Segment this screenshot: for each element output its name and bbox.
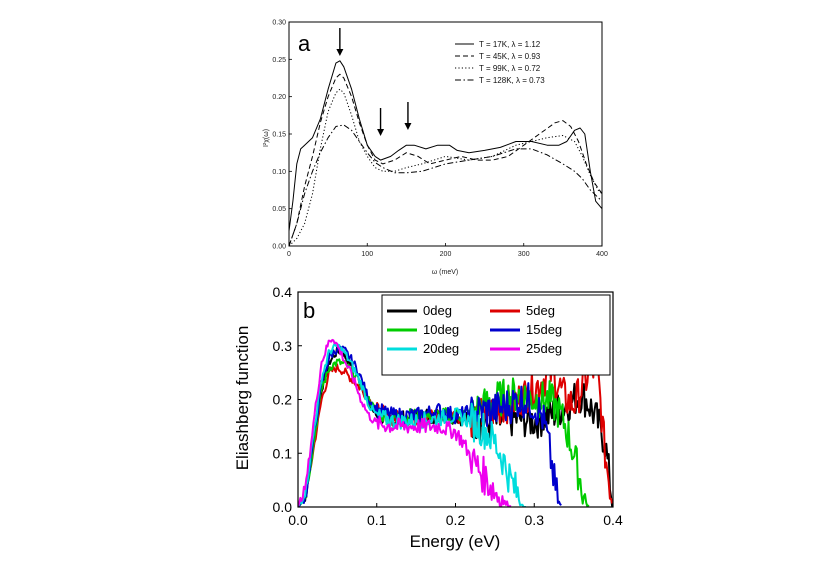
panel-a-series-4-line	[288, 124, 603, 247]
panel-a-arrow-3	[404, 102, 412, 130]
panel-a-arrow-1	[336, 28, 344, 56]
panel-a-y-tick-label: 0.00	[272, 244, 286, 251]
panel-b-series-20deg-line	[298, 342, 526, 507]
panel-a-legend-label: T = 45K, λ = 0.93	[479, 52, 541, 61]
panel-b-y-tick-label: 0.1	[273, 445, 293, 461]
panel-b-y-tick-label: 0.2	[273, 392, 293, 408]
panel-a-series-1-line	[288, 60, 603, 232]
panel-a-series-3-line	[288, 88, 603, 247]
panel-a-y-tick-label: 0.10	[272, 169, 286, 176]
panel-b-series-group	[298, 338, 613, 507]
panel-b-series	[298, 338, 613, 507]
panel-a-legend: T = 17K, λ = 1.12 T = 45K, λ = 0.93 T = 99…	[455, 40, 545, 85]
panel-b-legend: 0deg 5deg 10deg 15deg 20deg 25deg	[381, 294, 611, 376]
panel-b-legend-label: 10deg	[423, 322, 459, 337]
panel-a-legend-label: T = 128K, λ = 0.73	[479, 76, 545, 85]
panel-b-y-tick-label: 0.0	[273, 499, 293, 515]
panel-b-y-tick-label: 0.3	[273, 338, 293, 354]
panel-b-label: b	[303, 298, 315, 323]
panel-a-arrow-2	[377, 108, 385, 136]
panel-b-y-tick-label: 0.4	[273, 284, 293, 300]
panel-b-legend-label: 5deg	[526, 303, 555, 318]
panel-a-y-tick-label: 0.20	[272, 94, 286, 101]
panel-b-legend-label: 20deg	[423, 341, 459, 356]
panel-a-ticks: 0 100 200 300 400 0.00 0.05 0.10 0.15 0.20 0.25 0.3…	[272, 20, 608, 259]
panel-a-x-tick-label: 100	[361, 251, 373, 258]
panel-b-x-tick-label: 0.4	[603, 512, 623, 528]
panel-a-x-tick-label: 200	[440, 251, 452, 258]
panel-a-y-tick-label: 0.05	[272, 206, 286, 213]
panel-a-y-axis-label: I²χ(ω)	[263, 129, 270, 147]
panel-a-series	[288, 60, 603, 247]
panel-b: 0.0 0.1 0.2 0.3 0.4 0.0 0.1 0.2 0.3 0.4 b Energy …	[233, 284, 623, 551]
panel-a: 0 100 200 300 400 0.00 0.05 0.10 0.15 0.20 0.25 0.3…	[263, 20, 608, 277]
panel-b-legend-label: 25deg	[526, 341, 562, 356]
panel-b-x-axis-label: Energy (eV)	[410, 532, 501, 551]
panel-b-legend-label: 15deg	[526, 322, 562, 337]
panel-a-y-tick-label: 0.25	[272, 57, 286, 64]
panel-a-y-tick-label: 0.15	[272, 132, 286, 139]
panel-b-x-tick-label: 0.3	[525, 512, 545, 528]
panel-a-arrows	[336, 28, 412, 136]
panel-a-x-tick-label: 300	[518, 251, 530, 258]
panel-a-x-axis-label: ω (meV)	[432, 269, 458, 276]
panel-b-x-tick-label: 0.0	[288, 512, 308, 528]
panel-b-series-25deg-line	[298, 338, 512, 507]
panel-a-y-tick-label: 0.30	[272, 20, 286, 27]
panel-b-x-tick-label: 0.1	[367, 512, 387, 528]
panel-b-legend-box	[381, 294, 611, 376]
panel-a-x-tick-label: 400	[596, 251, 608, 258]
panel-b-y-axis-label: Eliashberg function	[233, 326, 252, 471]
panel-b-x-tick-label: 0.2	[446, 512, 466, 528]
panel-a-legend-label: T = 99K, λ = 0.72	[479, 64, 541, 73]
panel-a-legend-label: T = 17K, λ = 1.12	[479, 40, 541, 49]
panel-a-series-2-line	[288, 73, 603, 247]
panel-b-legend-label: 0deg	[423, 303, 452, 318]
panel-a-x-tick-label: 0	[287, 251, 291, 258]
panel-a-label: a	[298, 31, 311, 56]
panel-b-ticks: 0.0 0.1 0.2 0.3 0.4 0.0 0.1 0.2 0.3 0.4	[273, 284, 623, 528]
